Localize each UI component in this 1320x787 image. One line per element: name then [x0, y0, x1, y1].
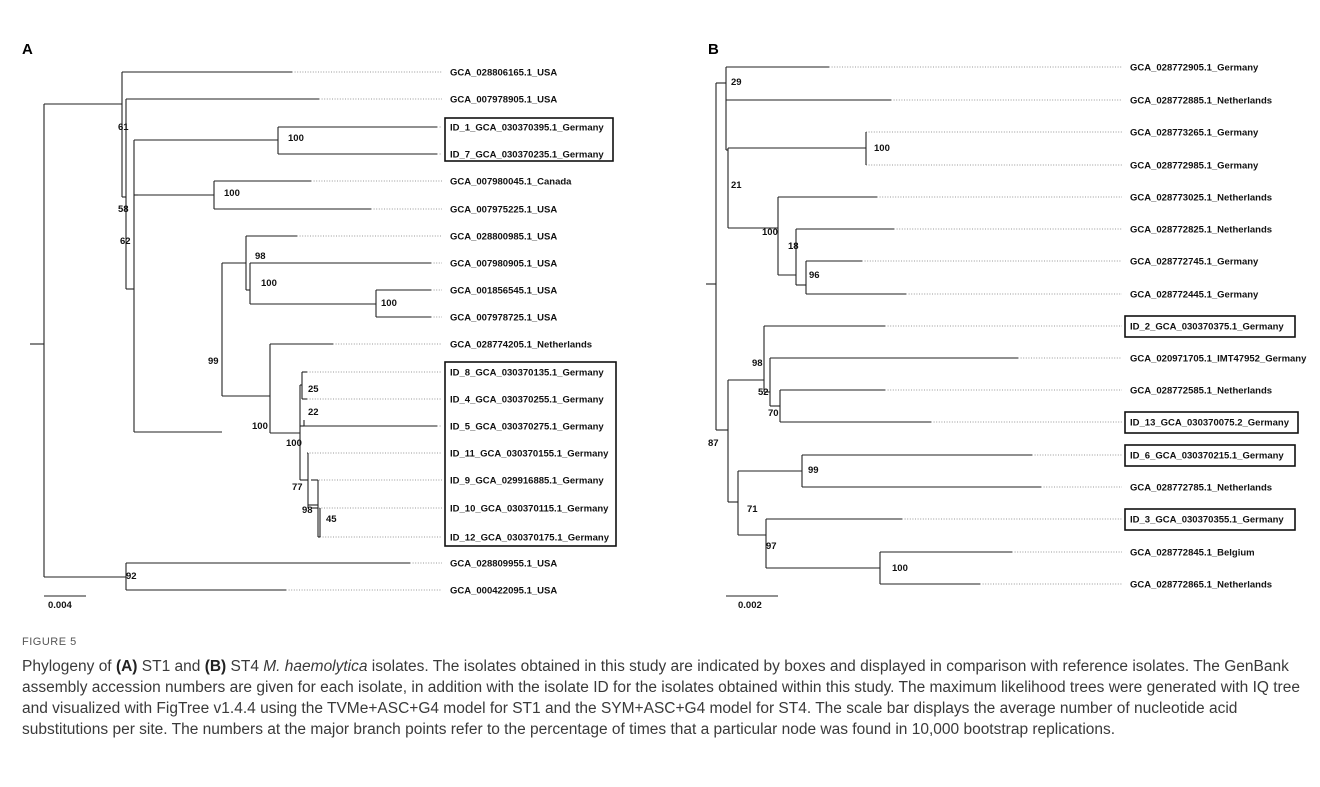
bootstrap-value: 92 [126, 571, 137, 582]
figure-caption: FIGURE 5 Phylogeny of (A) ST1 and (B) ST… [22, 636, 1302, 740]
bootstrap-value: 52 [758, 387, 769, 398]
bootstrap-value: 21 [731, 180, 742, 191]
leaf-label: ID_11_GCA_030370155.1_Germany [450, 449, 609, 460]
bootstrap-value: 100 [762, 227, 778, 238]
bootstrap-value: 100 [252, 421, 268, 432]
bootstrap-value: 100 [288, 133, 304, 144]
leaf-label: ID_6_GCA_030370215.1_Germany [1130, 451, 1284, 462]
leaf-label: ID_9_GCA_029916885.1_Germany [450, 476, 604, 487]
bootstrap-value: 100 [892, 563, 908, 574]
leaf-label: GCA_028772985.1_Germany [1130, 161, 1259, 172]
figure-number: FIGURE 5 [22, 636, 1302, 648]
leaf-label: GCA_028774205.1_Netherlands [450, 340, 592, 351]
phylogeny-figure: A GCA_028806165.1_USA GCA_007978905.1_USA I… [0, 0, 1320, 620]
bootstrap-value: 62 [120, 236, 131, 247]
leaf-label: GCA_007980045.1_Canada [450, 177, 572, 188]
leaf-label: GCA_007975225.1_USA [450, 205, 557, 216]
leaf-label: ID_10_GCA_030370115.1_Germany [450, 504, 609, 515]
caption-species: M. haemolytica [263, 658, 367, 675]
leaf-label: GCA_028772785.1_Netherlands [1130, 483, 1272, 494]
leaf-label: GCA_028772845.1_Belgium [1130, 548, 1255, 559]
bootstrap-value: 100 [261, 278, 277, 289]
leaf-label: GCA_000422095.1_USA [450, 586, 557, 597]
bootstrap-value: 87 [708, 438, 719, 449]
caption-part: ST4 [226, 658, 263, 675]
leaf-label: GCA_020971705.1_IMT47952_Germany [1130, 354, 1307, 365]
bootstrap-value: 70 [768, 408, 779, 419]
bootstrap-value: 100 [286, 438, 302, 449]
leaf-label: GCA_007978905.1_USA [450, 95, 557, 106]
bootstrap-value: 100 [224, 188, 240, 199]
panel-letter-b: B [708, 41, 719, 58]
leaf-label: GCA_028772445.1_Germany [1130, 290, 1259, 301]
bootstrap-value: 61 [118, 122, 129, 133]
leaf-label: ID_4_GCA_030370255.1_Germany [450, 395, 604, 406]
bootstrap-value: 22 [308, 407, 319, 418]
caption-panel-b-ref: (B) [205, 658, 227, 675]
leaf-label: GCA_028806165.1_USA [450, 68, 557, 79]
caption-part: ST1 and [137, 658, 204, 675]
bootstrap-value: 77 [292, 482, 303, 493]
bootstrap-value: 25 [308, 384, 319, 395]
leaf-label: GCA_028772585.1_Netherlands [1130, 386, 1272, 397]
bootstrap-value: 100 [381, 298, 397, 309]
caption-part: Phylogeny of [22, 658, 116, 675]
caption-panel-a-ref: (A) [116, 658, 138, 675]
bootstrap-value: 97 [766, 541, 777, 552]
leaf-label: GCA_028800985.1_USA [450, 232, 557, 243]
leaf-label: ID_1_GCA_030370395.1_Germany [450, 123, 604, 134]
leaf-label: ID_8_GCA_030370135.1_Germany [450, 368, 604, 379]
bootstrap-value: 99 [208, 356, 219, 367]
leaf-label: GCA_028772905.1_Germany [1130, 63, 1259, 74]
bootstrap-value: 98 [302, 505, 313, 516]
bootstrap-value: 18 [788, 241, 799, 252]
bootstrap-value: 71 [747, 504, 758, 515]
panel-a: A GCA_028806165.1_USA GCA_007978905.1_USA I… [22, 41, 616, 611]
leaf-label: GCA_001856545.1_USA [450, 286, 557, 297]
leaf-label: GCA_028809955.1_USA [450, 559, 557, 570]
leaf-label: GCA_007978725.1_USA [450, 313, 557, 324]
leaf-label: ID_12_GCA_030370175.1_Germany [450, 533, 610, 544]
leaf-label: ID_2_GCA_030370375.1_Germany [1130, 322, 1284, 333]
leaf-label: GCA_028772825.1_Netherlands [1130, 225, 1272, 236]
scale-bar-label: 0.004 [48, 600, 72, 611]
bootstrap-value: 45 [326, 514, 337, 525]
panel-b: B GCA_028772905.1_Germany GCA_028772885.1_… [706, 41, 1307, 611]
leaf-label: GCA_028773025.1_Netherlands [1130, 193, 1272, 204]
bootstrap-value: 100 [874, 143, 890, 154]
scale-bar-label: 0.002 [738, 600, 762, 611]
panel-letter-a: A [22, 41, 33, 58]
bootstrap-value: 98 [752, 358, 763, 369]
leaf-label: ID_13_GCA_030370075.2_Germany [1130, 418, 1290, 429]
leaf-label: GCA_007980905.1_USA [450, 259, 557, 270]
leaf-label: ID_5_GCA_030370275.1_Germany [450, 422, 604, 433]
leaf-label: GCA_028772745.1_Germany [1130, 257, 1259, 268]
bootstrap-value: 99 [808, 465, 819, 476]
leaf-label: GCA_028773265.1_Germany [1130, 128, 1259, 139]
caption-text: Phylogeny of (A) ST1 and (B) ST4 M. haem… [22, 656, 1302, 740]
leaf-label: GCA_028772885.1_Netherlands [1130, 96, 1272, 107]
bootstrap-value: 98 [255, 251, 266, 262]
bootstrap-value: 96 [809, 270, 820, 281]
leaf-label: GCA_028772865.1_Netherlands [1130, 580, 1272, 591]
leaf-label: ID_3_GCA_030370355.1_Germany [1130, 515, 1284, 526]
bootstrap-value: 58 [118, 204, 129, 215]
bootstrap-value: 29 [731, 77, 742, 88]
leaf-label: ID_7_GCA_030370235.1_Germany [450, 150, 604, 161]
